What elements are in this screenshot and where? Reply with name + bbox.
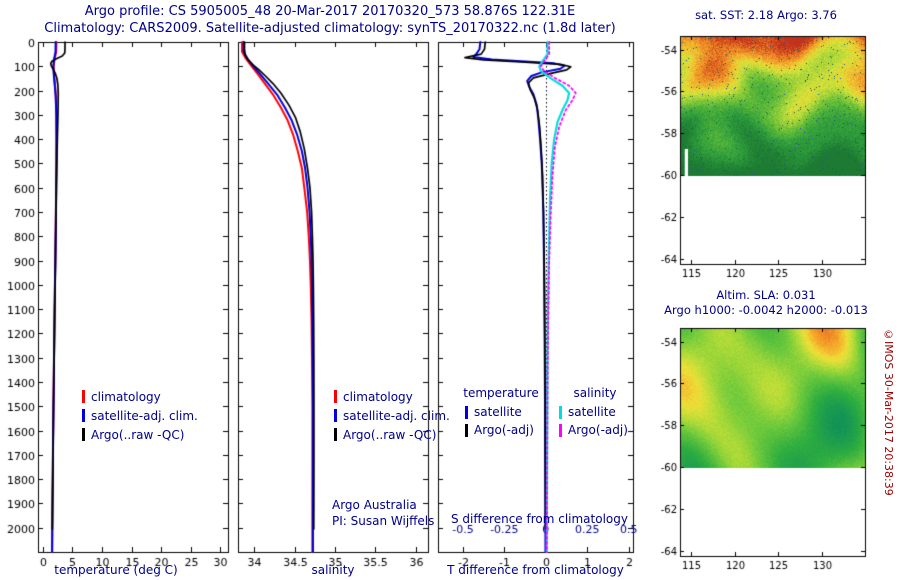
temperature-column-header: temperature [463,386,539,400]
satellite-clim-swatch [334,409,337,422]
sla-map [652,320,880,578]
legend-item-satellite-clim: satellite-adj. clim. [82,406,198,425]
sla-title-line2: Argo h1000: -0.0042 h2000: -0.013 [664,303,868,317]
argo-swatch [82,428,85,441]
legend-item-climatology: climatology [82,387,198,406]
legend-item-argo: Argo(..raw -QC) [334,425,450,444]
climatology-swatch [334,390,337,403]
legend-row-argo-adj: Argo(-adj) Argo(-adj) [453,421,641,439]
climatology-swatch [82,390,85,403]
legend-label: climatology [91,389,161,404]
argo-s-swatch [559,423,562,437]
sst-map [652,28,880,286]
difference-legend-header: temperature salinity [453,386,641,403]
legend-label: Argo(-adj) [474,423,534,437]
satellite-s-swatch [559,405,562,419]
salinity-column-header: salinity [573,386,617,400]
temperature-axis-label: temperature (deg C) [54,563,178,577]
legend-row-satellite: satellite satellite [453,403,641,421]
difference-legend: temperature salinity satellite satellite… [453,386,641,439]
pi-label: PI: Susan Wijffels [332,514,435,528]
difference-axis-label: T difference from climatology [447,563,624,577]
legend-label: Argo(-adj) [568,423,628,437]
legend-item-climatology: climatology [334,387,450,406]
figure-title-line2: Climatology: CARS2009. Satellite-adjuste… [44,21,616,36]
legend-label: climatology [343,389,413,404]
legend-item-satellite-clim: satellite-adj. clim. [334,406,450,425]
argo-australia-label: Argo Australia [332,498,417,512]
legend-label: satellite [568,405,616,419]
argo-t-swatch [465,423,468,437]
legend-label: satellite-adj. clim. [91,408,198,423]
legend-label: Argo(..raw -QC) [343,427,437,442]
temperature-profile-plot [0,36,232,576]
legend-label: satellite-adj. clim. [343,408,450,423]
legend-label: Argo(..raw -QC) [91,427,185,442]
salinity-profile-plot [233,36,433,576]
sst-map-title: sat. SST: 2.18 Argo: 3.76 [695,8,837,22]
salinity-axis-label: salinity [311,563,355,577]
satellite-t-swatch [465,405,468,419]
legend-label: satellite [474,405,522,419]
salinity-legend: climatology satellite-adj. clim. Argo(..… [334,387,450,444]
figure-title-line1: Argo profile: CS 5905005_48 20-Mar-2017 … [84,4,576,19]
legend-item-argo: Argo(..raw -QC) [82,425,198,444]
difference-profile-plot [433,36,638,576]
copyright-watermark: ©IMOS 30-Mar-2017 20:38:39 [882,328,895,496]
temperature-legend: climatology satellite-adj. clim. Argo(..… [82,387,198,444]
s-difference-label: S difference from climatology [451,512,628,526]
argo-swatch [334,428,337,441]
sla-title-line1: Altim. SLA: 0.031 [716,288,816,302]
satellite-clim-swatch [82,409,85,422]
